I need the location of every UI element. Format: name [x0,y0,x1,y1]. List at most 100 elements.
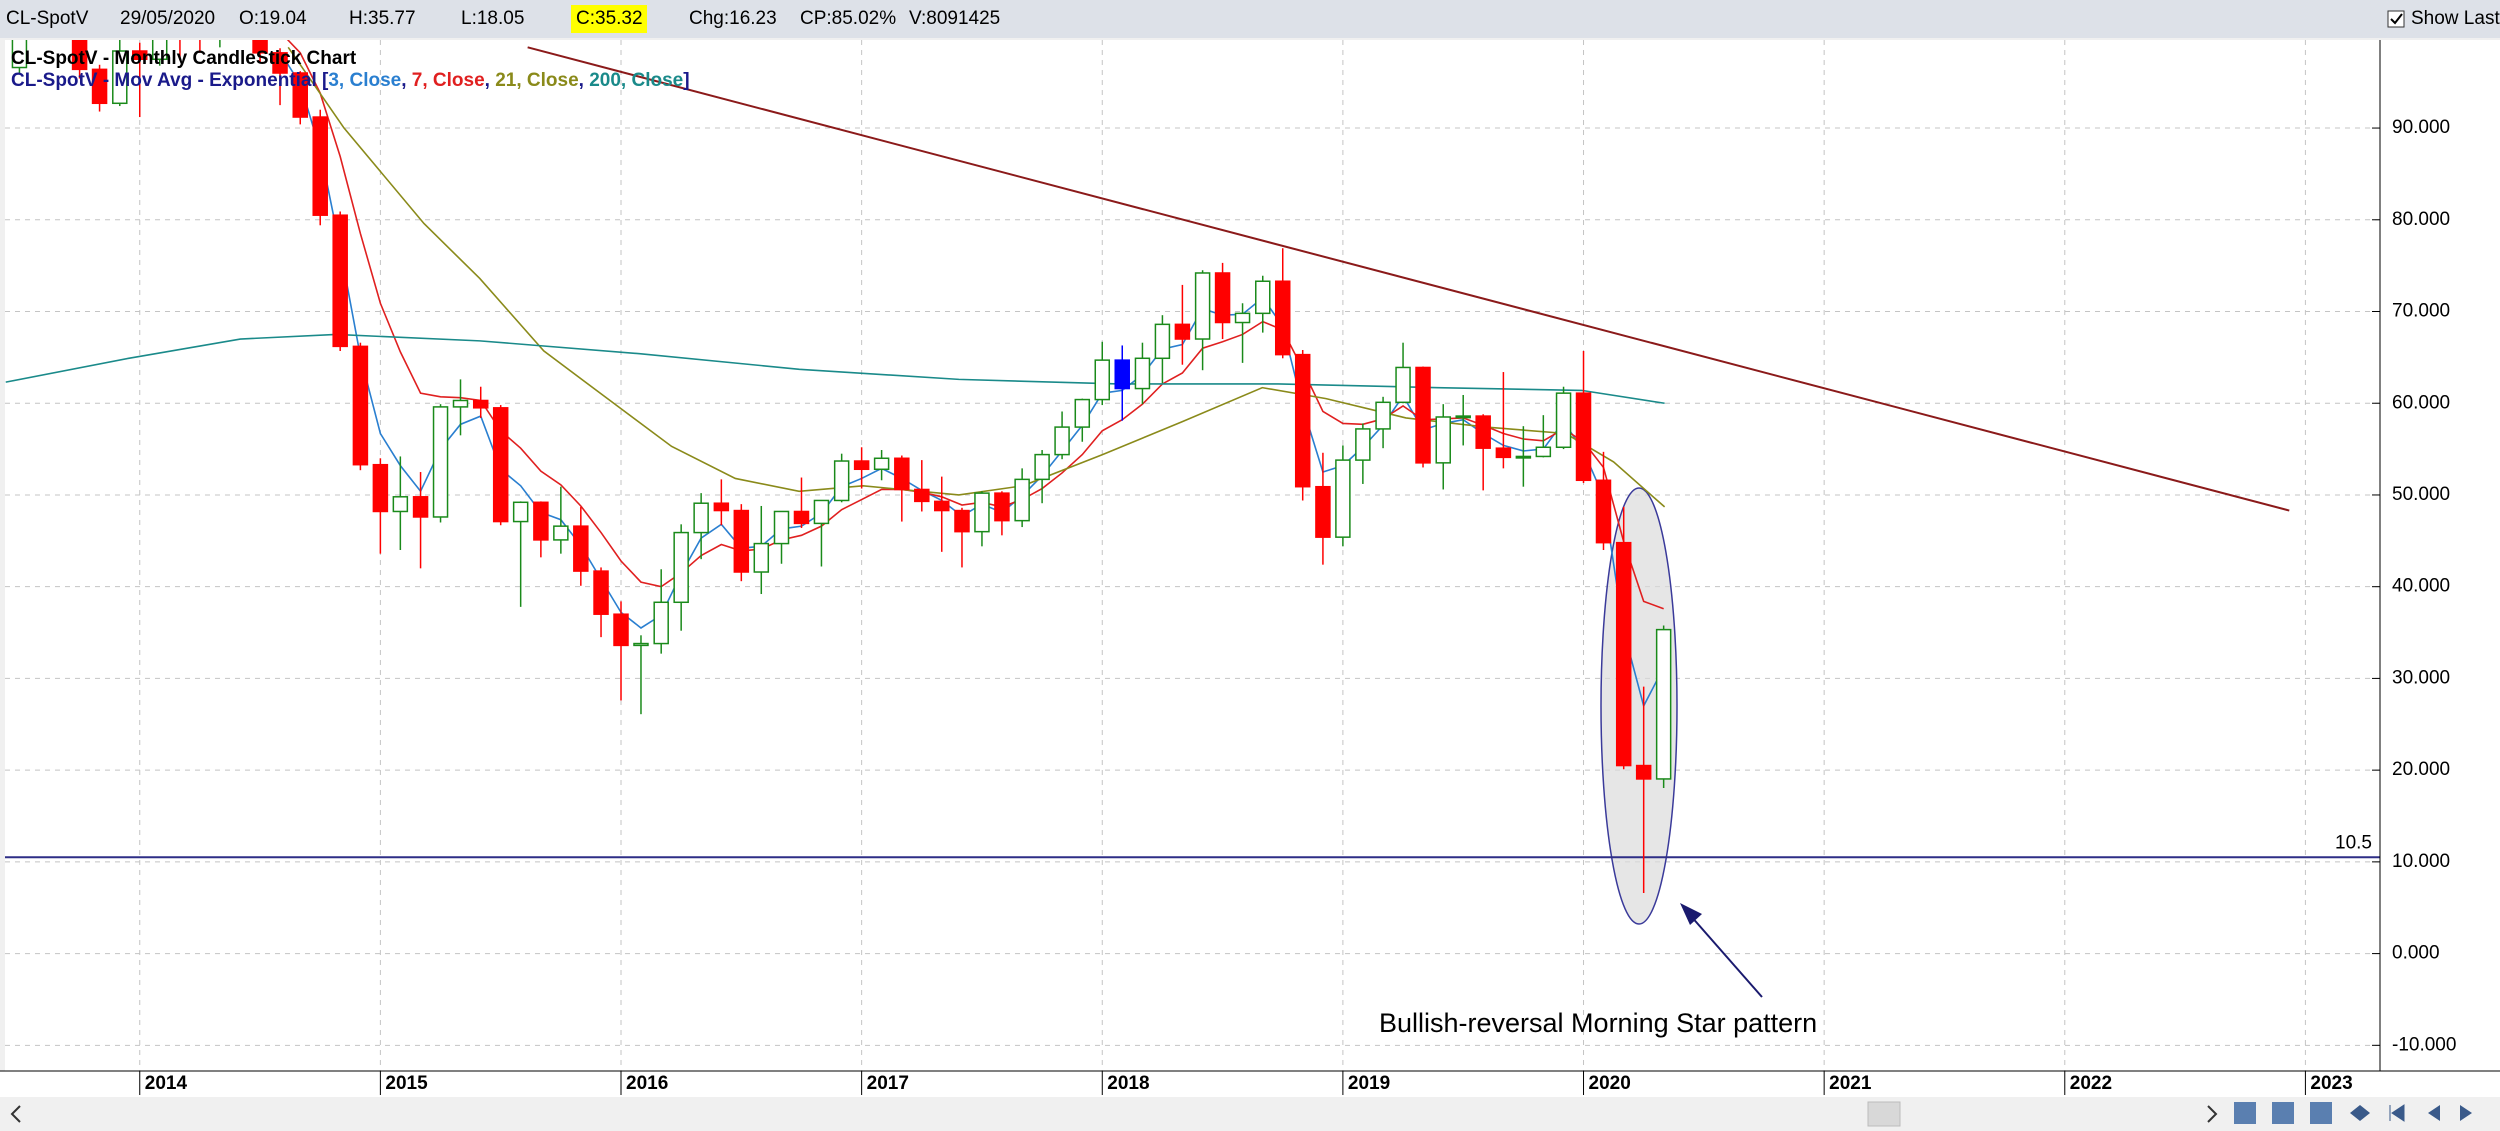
tool-fit[interactable] [2350,1105,2370,1121]
tool-zoom[interactable] [2234,1102,2256,1124]
annotation: Bullish-reversal Morning Star pattern [1379,1008,1817,1038]
candle-body [994,492,1010,522]
candle-body [934,500,950,512]
candle-body [853,460,870,471]
x-tick-label: 2017 [867,1073,909,1094]
chart-title: CL-SpotV - Monthly CandleStick Chart [11,48,357,69]
tool-first[interactable] [2389,1104,2405,1122]
checkmark [2390,13,2403,25]
candle-body [512,501,529,523]
candle-body [1054,426,1070,456]
scrollbar[interactable] [0,1097,2500,1131]
candle-body [1535,446,1552,458]
close: C:35.32 [576,8,643,29]
y-tick-label: 60.000 [2392,392,2450,413]
x-tick-label: 2019 [1348,1073,1390,1094]
candle-body [91,68,108,105]
candle-body [613,613,629,647]
candle-body [1194,272,1211,340]
candle-body [873,457,890,471]
y-tick-label: 50.000 [2392,484,2450,505]
tool-zoom-out[interactable] [2272,1102,2294,1124]
candle-body [693,502,709,534]
open: O:19.04 [239,8,307,29]
candle-body [974,492,990,533]
legend-prefix: CL-SpotV - Mov Avg - Exponential [ [11,70,329,91]
candle-body [1335,459,1351,538]
candle-body [773,510,790,545]
y-tick-label: 80.000 [2392,209,2450,230]
x-tick-label: 2018 [1107,1073,1149,1094]
y-tick-label: 70.000 [2392,301,2450,322]
candle-body [472,399,489,409]
moving-average [279,51,1665,709]
candle-body [1635,764,1652,780]
candle-body [1074,398,1091,428]
scroll-right[interactable] [2207,1105,2218,1123]
candle-body [653,601,669,645]
candle-body [1415,366,1431,464]
candle-body [553,525,569,541]
candle-body [352,345,369,466]
tool-save[interactable] [2310,1102,2332,1124]
candle-body [1174,323,1191,340]
candle-body [633,642,649,647]
candle-body [1435,416,1451,464]
symbol: CL-SpotV [6,8,89,29]
scroll-left[interactable] [10,1105,21,1123]
plot [5,40,2380,925]
candle-body [813,499,830,525]
candle-body [1495,447,1512,459]
candle-body [1014,478,1030,522]
y-tick-label: 10.000 [2392,851,2450,872]
candle-body [1475,415,1491,449]
tool-prev[interactable] [2428,1105,2440,1121]
candle-body [332,214,348,348]
legend-entry: 21, Close [495,70,578,91]
candle-body [1555,392,1572,449]
trendline [527,46,2290,512]
candle-body [312,116,328,216]
legend-entry: 3, Close [328,70,401,91]
candle-body [753,542,770,573]
annotation-arrowhead [1680,903,1702,925]
show-last-label[interactable]: Show Last [2411,8,2500,29]
volume: V:8091425 [909,8,1000,29]
y-tick-label: 90.000 [2392,117,2450,138]
tool-next[interactable] [2460,1105,2472,1121]
x-tick-label: 2015 [385,1073,428,1094]
level-label: 10.5 [2335,832,2372,853]
change-pct: CP:85.02% [800,8,896,29]
candle-body [1315,485,1331,538]
y-tick-label: 0.000 [2392,943,2440,964]
legend-suffix: ] [683,70,689,91]
candle-body [292,72,309,118]
x-axis-area [0,1071,2500,1097]
candle-body [1375,401,1391,430]
checkbox[interactable] [2387,10,2405,28]
candle-body [954,509,970,533]
candle-body [392,496,409,513]
y-tick-label: 40.000 [2392,576,2450,597]
y-axis-area [2380,40,2500,1071]
candle-body [1615,541,1632,767]
candle-body [452,399,469,408]
candle-body [492,407,509,523]
candle-body [1294,353,1311,488]
y-tick-label: -10.000 [2392,1034,2456,1055]
candle-body [432,406,449,518]
legend-separator: , [485,70,496,91]
grid [5,40,2380,1071]
plot-area [5,40,2380,1071]
legend-entry: 200, Close [589,70,683,91]
candle-body [71,40,88,71]
x-tick-label: 2016 [626,1073,668,1094]
annotation-arrow [1689,914,1763,998]
candle-body [1515,455,1532,459]
x-tick-label: 2014 [145,1073,188,1094]
moving-average [287,46,1666,508]
scroll-thumb[interactable] [1867,1101,1901,1127]
candle-body [252,40,268,54]
